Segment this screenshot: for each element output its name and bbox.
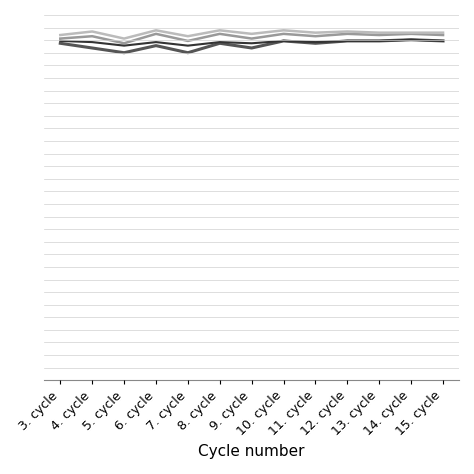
X-axis label: Cycle number: Cycle number xyxy=(199,444,305,459)
